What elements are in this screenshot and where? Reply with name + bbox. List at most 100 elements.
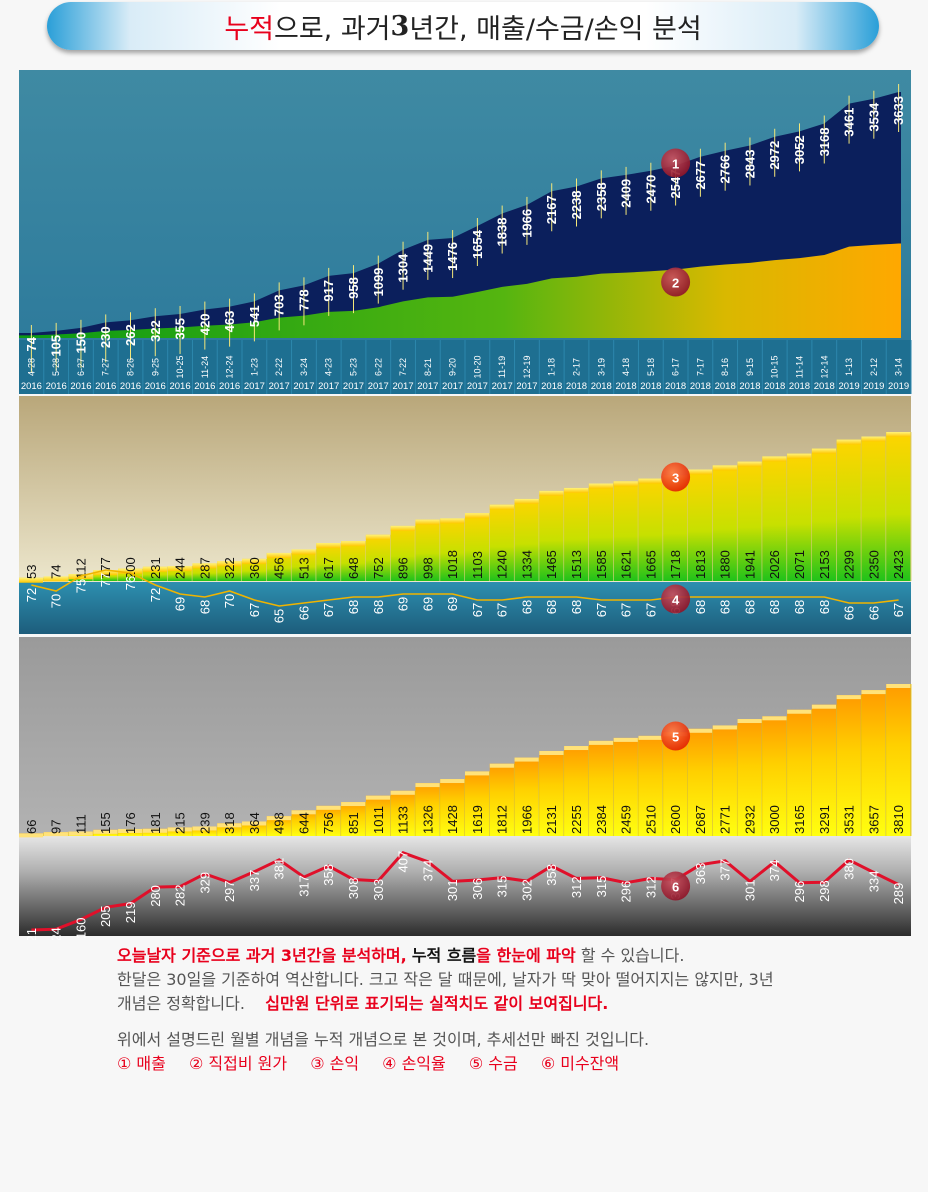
- collection-value-label: 176: [123, 812, 138, 834]
- receivable-value-label: 358: [544, 864, 559, 886]
- notes-block: 오늘날자 기준으로 과거 3년간을 분석하며, 누적 흐름을 한눈에 파악 할 …: [117, 944, 877, 1076]
- profit-rate-label: 68: [718, 600, 733, 614]
- collection-value-label: 3810: [891, 805, 906, 834]
- profit-value-label: 231: [148, 557, 163, 579]
- year-tick-label: 2016: [145, 381, 166, 392]
- year-tick-label: 2016: [46, 381, 67, 392]
- sales-value-label: 420: [197, 314, 212, 336]
- year-tick-label: 2016: [70, 381, 91, 392]
- collection-value-label: 1812: [495, 805, 510, 834]
- collection-bar-top: [118, 828, 143, 833]
- collection-bar: [836, 695, 861, 836]
- date-tick-label: 3-24: [299, 358, 309, 376]
- collection-value-label: 2131: [544, 805, 559, 834]
- profit-bar: [762, 456, 787, 581]
- date-tick-label: 6-22: [373, 358, 383, 376]
- profit-rate-label: 65: [272, 609, 287, 623]
- collection-bar-top: [638, 735, 663, 740]
- collection-bar: [638, 735, 663, 836]
- legend-item-profit-rate: ④ 손익율: [382, 1054, 446, 1073]
- receivable-value-label: 315: [495, 876, 510, 898]
- sales-value-label: 2238: [569, 190, 584, 219]
- profit-value-label: 752: [371, 557, 386, 579]
- profit-bar-top: [514, 498, 539, 504]
- profit-bar: [613, 481, 638, 581]
- profit-bar-top: [390, 525, 415, 531]
- profit-bar: [688, 469, 713, 581]
- collection-bar-top: [613, 737, 638, 742]
- profit-value-label: 1813: [693, 550, 708, 579]
- title-banner: 누적 으로, 과거 3 년간, 매출/수금/손익 분석: [47, 2, 879, 50]
- receivable-value-label: 312: [643, 876, 658, 898]
- year-tick-label: 2017: [492, 381, 513, 392]
- date-tick-label: 6-17: [671, 358, 681, 376]
- date-tick-label: 7-17: [695, 358, 705, 376]
- sales-value-label: 1304: [396, 253, 411, 283]
- receivable-value-label: 282: [173, 885, 188, 907]
- profit-rate-label: 68: [346, 600, 361, 614]
- profit-rate-label: 67: [594, 603, 609, 617]
- profit-bar: [663, 475, 688, 581]
- sales-value-label: 2470: [643, 175, 658, 204]
- series-marker-label: 1: [672, 157, 679, 172]
- profit-bar-top: [242, 558, 267, 564]
- collection-bar-top: [365, 795, 391, 800]
- year-tick-label: 2017: [417, 381, 438, 392]
- collection-bar: [564, 746, 589, 836]
- profit-bar-top: [836, 439, 861, 445]
- profit-value-label: 1334: [519, 550, 534, 579]
- profit-value-label: 177: [98, 557, 113, 579]
- collection-value-label: 3657: [866, 805, 881, 834]
- collection-bar-top: [93, 829, 118, 834]
- year-tick-label: 2019: [838, 381, 859, 392]
- collection-value-label: 1011: [371, 806, 386, 834]
- date-tick-label: 5-18: [646, 358, 656, 376]
- collection-value-label: 756: [321, 812, 336, 834]
- sales-value-label: 2972: [767, 141, 782, 170]
- date-tick-label: 5-23: [349, 358, 359, 376]
- collection-bar-top: [291, 810, 316, 815]
- collection-bar: [811, 704, 837, 836]
- profit-value-label: 998: [420, 557, 435, 579]
- profit-rate-label: 68: [742, 600, 757, 614]
- collection-value-label: 2459: [619, 805, 634, 834]
- profit-value-label: 1103: [470, 551, 485, 579]
- profit-value-label: 74: [49, 565, 64, 579]
- sales-value-label: 3534: [866, 102, 881, 132]
- collection-bar: [316, 805, 341, 836]
- year-tick-label: 2017: [293, 381, 314, 392]
- year-tick-label: 2018: [640, 381, 661, 392]
- legend-item-collection: ⑤ 수금: [468, 1054, 518, 1073]
- profit-rate-label: 67: [619, 603, 634, 617]
- year-tick-label: 2017: [516, 381, 537, 392]
- collection-bar-chart: 66 97 111 155 176 181 215 239 318 364 498 644 756 851…: [19, 684, 912, 940]
- profit-bar: [365, 534, 391, 581]
- profit-bar-top: [688, 469, 713, 475]
- collection-value-label: 851: [346, 812, 361, 834]
- year-tick-label: 2018: [814, 381, 835, 392]
- profit-bar-top: [291, 549, 316, 555]
- profit-value-label: 896: [396, 557, 411, 579]
- collection-bar-top: [415, 783, 440, 788]
- year-tick-label: 2016: [95, 381, 116, 392]
- collection-bar-top: [539, 750, 564, 755]
- profit-rate-label: 66: [842, 606, 857, 620]
- collection-bar: [415, 783, 440, 836]
- date-tick-label: 8-26: [126, 358, 136, 376]
- year-tick-label: 2018: [715, 381, 736, 392]
- profit-value-label: 2153: [817, 550, 832, 579]
- year-tick-label: 2017: [442, 381, 463, 392]
- receivable-value-label: 302: [519, 879, 534, 901]
- collection-bar: [390, 790, 415, 836]
- date-tick-label: 2-22: [274, 358, 284, 376]
- profit-bar: [737, 461, 762, 581]
- receivable-value-label: 363: [693, 863, 708, 885]
- profit-value-label: 53: [24, 565, 39, 579]
- collection-bar-top: [142, 828, 168, 833]
- title-number: 3: [390, 10, 410, 42]
- collection-bar-top: [836, 695, 861, 700]
- year-tick-label: 2017: [318, 381, 339, 392]
- receivable-value-label: 280: [148, 885, 163, 907]
- date-tick-label: 8-16: [720, 358, 730, 376]
- date-tick-label: 1-13: [844, 358, 854, 376]
